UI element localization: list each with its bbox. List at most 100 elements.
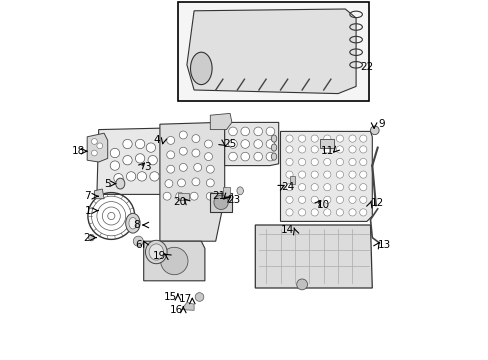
Ellipse shape [145, 240, 167, 264]
Circle shape [179, 147, 187, 155]
Text: 8: 8 [133, 220, 140, 230]
Circle shape [336, 158, 343, 166]
Text: 24: 24 [281, 182, 294, 192]
Polygon shape [224, 122, 278, 166]
Text: 7: 7 [84, 191, 91, 201]
Circle shape [298, 146, 305, 153]
Circle shape [310, 158, 318, 166]
Circle shape [296, 279, 307, 290]
Circle shape [336, 184, 343, 191]
Circle shape [193, 163, 201, 171]
Text: 14: 14 [281, 225, 294, 235]
Polygon shape [223, 187, 230, 196]
Circle shape [137, 172, 146, 181]
Circle shape [348, 171, 355, 178]
Polygon shape [186, 9, 355, 94]
Circle shape [135, 139, 144, 149]
Circle shape [359, 146, 366, 153]
Circle shape [253, 127, 262, 136]
Circle shape [348, 184, 355, 191]
Circle shape [175, 192, 183, 200]
Text: 23: 23 [226, 195, 240, 205]
Circle shape [166, 136, 174, 144]
Circle shape [241, 140, 249, 148]
Text: 19: 19 [153, 251, 166, 261]
Circle shape [336, 171, 343, 178]
Circle shape [359, 209, 366, 216]
Circle shape [323, 196, 330, 203]
Circle shape [228, 152, 237, 161]
Circle shape [285, 209, 292, 216]
Circle shape [114, 174, 123, 183]
Text: 9: 9 [377, 119, 384, 129]
Circle shape [298, 209, 305, 216]
Circle shape [206, 179, 214, 187]
Circle shape [323, 135, 330, 142]
Circle shape [206, 165, 214, 173]
Polygon shape [160, 122, 224, 241]
Circle shape [336, 196, 343, 203]
Circle shape [323, 184, 330, 191]
Circle shape [359, 158, 366, 166]
Circle shape [160, 247, 187, 275]
Circle shape [285, 184, 292, 191]
Circle shape [359, 171, 366, 178]
Circle shape [323, 158, 330, 166]
Text: 25: 25 [223, 139, 236, 149]
Circle shape [192, 178, 200, 186]
Text: 11: 11 [320, 146, 333, 156]
Circle shape [336, 209, 343, 216]
Circle shape [190, 192, 198, 200]
Circle shape [285, 146, 292, 153]
Circle shape [122, 139, 132, 149]
Ellipse shape [133, 236, 143, 246]
Circle shape [348, 196, 355, 203]
Ellipse shape [237, 187, 243, 195]
Circle shape [323, 171, 330, 178]
Circle shape [135, 154, 144, 163]
Circle shape [148, 156, 157, 165]
Ellipse shape [125, 213, 140, 233]
Ellipse shape [190, 52, 212, 85]
Text: 1: 1 [84, 206, 91, 216]
Circle shape [348, 158, 355, 166]
Text: 18: 18 [72, 146, 85, 156]
Circle shape [122, 156, 132, 165]
Ellipse shape [116, 178, 124, 189]
Circle shape [348, 135, 355, 142]
Circle shape [241, 127, 249, 136]
Circle shape [336, 135, 343, 142]
Ellipse shape [271, 153, 276, 160]
Circle shape [228, 140, 237, 148]
Text: 20: 20 [173, 197, 186, 207]
Polygon shape [255, 225, 371, 288]
Circle shape [228, 127, 237, 136]
Circle shape [359, 196, 366, 203]
Polygon shape [289, 176, 294, 184]
Circle shape [298, 171, 305, 178]
Circle shape [310, 209, 318, 216]
Circle shape [166, 151, 174, 159]
Circle shape [213, 195, 228, 210]
Circle shape [204, 140, 212, 148]
Text: 22: 22 [360, 62, 373, 72]
Bar [210, 193, 231, 212]
Circle shape [265, 140, 274, 148]
Circle shape [110, 148, 120, 158]
Polygon shape [97, 128, 178, 194]
Circle shape [359, 184, 366, 191]
Circle shape [97, 143, 102, 149]
Circle shape [298, 184, 305, 191]
Circle shape [348, 146, 355, 153]
Text: 2: 2 [82, 233, 89, 243]
Circle shape [177, 179, 185, 187]
Circle shape [91, 139, 97, 144]
Circle shape [285, 158, 292, 166]
Circle shape [348, 209, 355, 216]
Circle shape [298, 196, 305, 203]
Circle shape [310, 135, 318, 142]
Circle shape [285, 171, 292, 178]
Ellipse shape [129, 217, 137, 229]
Circle shape [310, 171, 318, 178]
Circle shape [298, 158, 305, 166]
